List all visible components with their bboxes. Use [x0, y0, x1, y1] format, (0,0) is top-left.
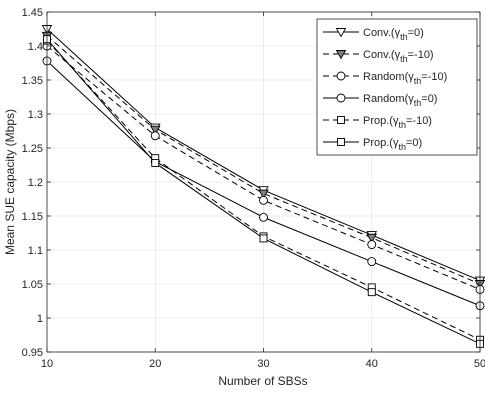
legend-marker: [336, 71, 346, 81]
x-tick-label: 10: [41, 358, 53, 370]
legend-marker: [337, 138, 345, 146]
series-line: [46, 35, 481, 285]
y-tick-label: 1.35: [22, 75, 43, 87]
legend-label: Random(γth=-10): [363, 71, 447, 86]
y-tick-label: 1.2: [28, 177, 43, 189]
y-tick-label: 1.25: [22, 143, 43, 155]
legend-entry: Prop.(γth=-10): [323, 115, 432, 130]
legend-entry: Prop.(γth=0): [323, 137, 422, 152]
legend-label: Prop.(γth=0): [363, 137, 422, 152]
legend-label: Prop.(γth=-10): [363, 115, 432, 130]
y-axis-label: Mean SUE capacity (Mbps): [3, 109, 17, 255]
legend: Conv.(γth=0) Conv.(γth=-10) Random(γth=-10…: [316, 18, 478, 156]
data-point: [367, 240, 377, 250]
x-tick-label: 40: [366, 358, 378, 370]
legend-entry: Random(γth=0): [323, 93, 437, 108]
series-line: [46, 45, 481, 290]
y-tick-label: 1.45: [22, 7, 43, 19]
legend-marker: [336, 93, 346, 103]
y-tick-label: 1.4: [28, 41, 43, 53]
data-point: [258, 189, 269, 199]
data-point: [259, 195, 268, 205]
x-tick-label: 50: [474, 358, 485, 370]
legend-label: Conv.(γth=-10): [363, 49, 434, 64]
x-tick-label: 30: [257, 358, 269, 370]
data-point: [367, 288, 376, 297]
legend-entry: Conv.(γth=0): [323, 27, 424, 42]
y-tick-label: 1: [37, 313, 43, 325]
legend-marker: [337, 116, 345, 124]
data-point: [259, 234, 268, 243]
legend-box: [316, 18, 478, 156]
y-tick-label: 1.05: [22, 279, 43, 291]
legend-marker: [335, 50, 347, 60]
legend-entry: Conv.(γth=-10): [323, 49, 434, 64]
y-tick-label: 1.3: [28, 109, 43, 121]
y-tick-label: 1.15: [22, 211, 43, 223]
y-tick-label: 0.95: [22, 347, 43, 359]
y-tick-label: 1.1: [28, 245, 43, 257]
data-point: [151, 159, 160, 167]
legend-label: Random(γth=0): [363, 93, 437, 108]
data-point: [366, 233, 378, 244]
legend-entry: Random(γth=-10): [323, 71, 447, 86]
x-tick-label: 20: [149, 358, 161, 370]
axis-ticks: 10 20 30 40 50 0.95 1 1.05 1.1 1.15 1.2 1.25 1.3 1.35…: [22, 7, 485, 370]
data-point: [367, 257, 377, 267]
legend-marker: [335, 28, 347, 38]
data-point: [259, 212, 268, 222]
data-point: [150, 131, 160, 141]
legend-label: Conv.(γth=0): [363, 27, 424, 42]
data-point: [149, 125, 161, 136]
x-axis-label: Number of SBSs: [218, 374, 307, 388]
